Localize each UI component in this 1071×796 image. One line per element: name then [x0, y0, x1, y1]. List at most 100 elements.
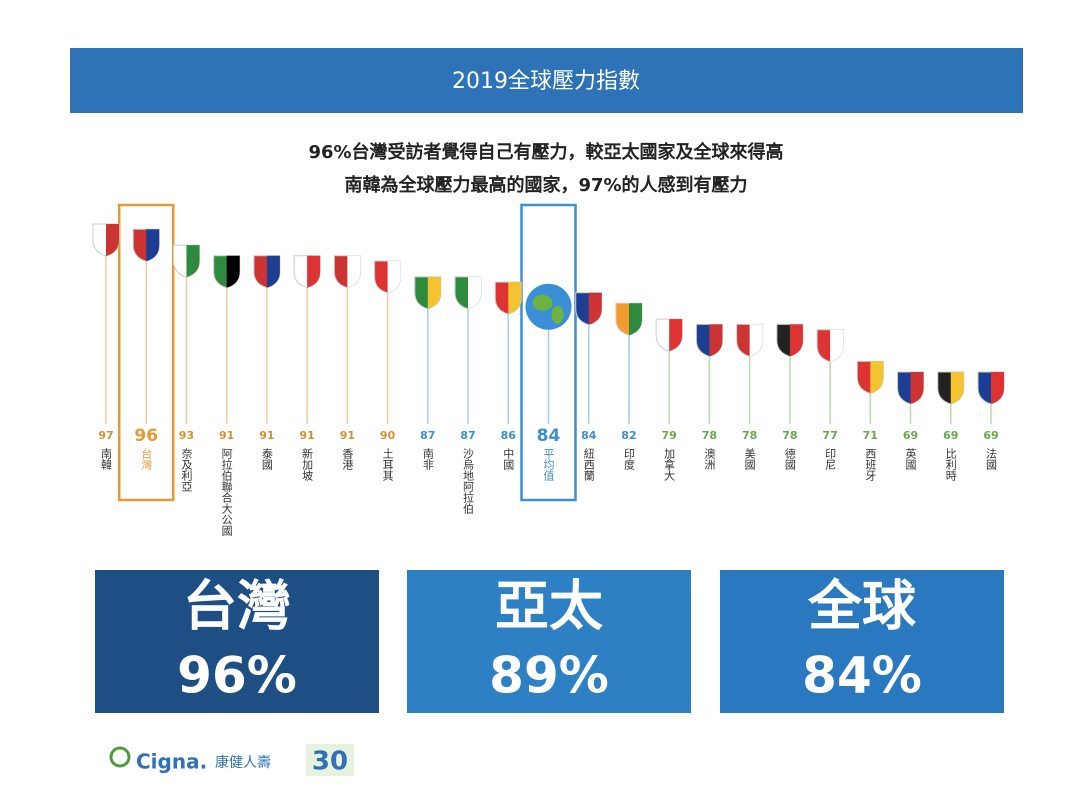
value-label: 96 — [134, 426, 158, 446]
value-label: 82 — [621, 429, 636, 442]
category-label: 加拿大 — [663, 448, 676, 481]
category-label: 澳洲 — [703, 448, 716, 470]
subtitle: 96%台灣受訪者覺得自己有壓力，較亞太國家及全球來得高 — [308, 141, 783, 163]
summary-value: 96% — [177, 647, 297, 705]
pin — [575, 292, 603, 424]
category-label: 土耳其 — [381, 448, 394, 482]
flag-band — [347, 255, 361, 288]
pin — [655, 318, 683, 424]
pin — [816, 329, 844, 424]
subtitle: 南韓為全球壓力最高的國家，97%的人感到有壓力 — [344, 174, 747, 196]
highlight-box — [117, 203, 175, 502]
pin — [776, 323, 804, 424]
flag-band — [106, 224, 119, 256]
category-label: 中國 — [502, 448, 515, 471]
value-label: 91 — [299, 429, 314, 442]
summary-box — [720, 570, 1004, 713]
pin — [736, 323, 764, 424]
value-label: 69 — [943, 429, 958, 442]
summary-box — [95, 570, 379, 713]
pin — [977, 371, 1005, 424]
pin — [92, 223, 120, 424]
category-label: 比利時 — [944, 448, 957, 481]
flag-band — [830, 329, 844, 362]
category-label: 南韓 — [100, 448, 113, 470]
pin — [132, 228, 160, 424]
pin — [856, 360, 884, 424]
pin — [695, 323, 723, 424]
badge-bg — [306, 744, 354, 776]
value-label: 91 — [340, 429, 355, 442]
pin — [333, 255, 361, 424]
logo-icon — [109, 746, 131, 768]
category-label: 沙烏地阿拉伯 — [462, 448, 475, 514]
pin — [414, 276, 442, 424]
category-label: 印尼 — [824, 448, 837, 471]
pin — [897, 371, 925, 424]
category-label: 台灣 — [140, 447, 153, 471]
pin — [525, 283, 572, 424]
category-label: 美國 — [743, 448, 756, 471]
category-label: 泰國 — [260, 447, 273, 471]
value-label: 79 — [662, 429, 677, 442]
flag-band — [991, 372, 1004, 404]
category-label: 法國 — [985, 447, 998, 471]
value-label: 84 — [581, 429, 597, 442]
value-label: 69 — [903, 429, 918, 442]
value-label: 93 — [179, 429, 194, 442]
summary-value: 89% — [489, 647, 609, 705]
tagline: 康健人壽 — [215, 754, 271, 771]
flag-band — [870, 361, 884, 394]
value-label: 69 — [983, 429, 998, 442]
category-label: 德國 — [783, 447, 796, 471]
category-label: 香港 — [341, 448, 354, 470]
value-label: 84 — [537, 426, 561, 446]
summary: 台灣 96% 亞太 89% 全球 84% — [95, 570, 1004, 713]
category-label: 平均值 — [542, 448, 555, 482]
category-label: 南非 — [421, 448, 434, 471]
badge: 30 — [312, 747, 348, 777]
category-label: 西班牙 — [864, 448, 877, 482]
category-label: 新加坡 — [301, 447, 314, 482]
summary-value: 84% — [802, 647, 922, 705]
value-label: 87 — [420, 429, 435, 442]
value-label: 78 — [782, 429, 797, 442]
pin — [615, 302, 643, 424]
pin — [374, 260, 402, 424]
pin — [253, 255, 281, 424]
flag-band — [186, 245, 200, 278]
category-label: 紐西蘭 — [582, 448, 595, 482]
value-label: 71 — [863, 429, 878, 442]
flag-band — [669, 319, 683, 352]
pin — [213, 255, 241, 424]
flag-band — [950, 372, 964, 404]
footer: Cigna. 康健人壽 30 — [109, 744, 354, 777]
header-bar — [70, 48, 1023, 113]
pin — [454, 276, 482, 424]
globe-land — [551, 305, 564, 324]
pin — [172, 244, 200, 424]
flag-band — [266, 255, 280, 288]
header-title: 2019全球壓力指數 — [452, 69, 640, 94]
flag-band — [910, 372, 924, 404]
summary-label: 亞太 — [495, 575, 603, 638]
value-label: 77 — [822, 429, 837, 442]
flag-band — [427, 276, 441, 309]
pin — [937, 371, 965, 424]
value-label: 86 — [501, 429, 517, 442]
globe-land — [532, 294, 553, 311]
flag-band — [628, 303, 642, 336]
flag-band — [749, 324, 763, 357]
pin — [494, 281, 522, 424]
value-label: 87 — [460, 429, 475, 442]
category-label: 奈及利亞 — [180, 447, 193, 492]
value-label: 97 — [98, 429, 113, 442]
highlight-box — [520, 203, 577, 502]
category-label: 印度 — [622, 448, 635, 471]
flag-band — [789, 324, 803, 357]
flag-band — [588, 292, 602, 325]
value-label: 78 — [742, 429, 757, 442]
category-label: 英國 — [904, 447, 917, 471]
